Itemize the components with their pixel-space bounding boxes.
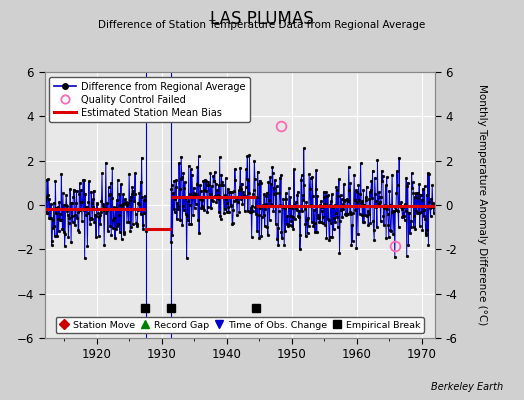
Text: LAS PLUMAS: LAS PLUMAS: [210, 10, 314, 28]
Text: Berkeley Earth: Berkeley Earth: [431, 382, 503, 392]
Text: Difference of Station Temperature Data from Regional Average: Difference of Station Temperature Data f…: [99, 20, 425, 30]
Y-axis label: Monthly Temperature Anomaly Difference (°C): Monthly Temperature Anomaly Difference (…: [477, 84, 487, 326]
Legend: Station Move, Record Gap, Time of Obs. Change, Empirical Break: Station Move, Record Gap, Time of Obs. C…: [56, 317, 424, 333]
